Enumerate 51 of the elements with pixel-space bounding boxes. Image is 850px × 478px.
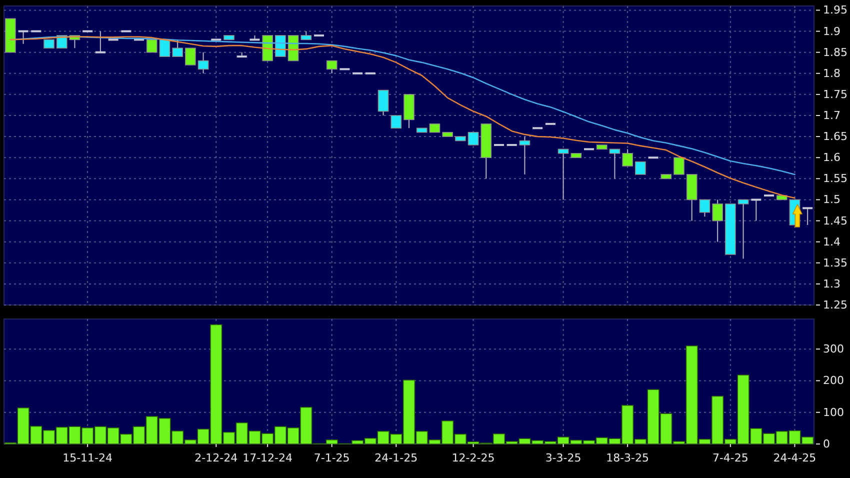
candlestick [378,90,389,116]
candlestick [172,39,183,58]
candlestick [95,30,106,54]
x-tick-label: 3-3-25 [545,452,582,464]
y-tick-label: 1.35 [823,256,848,270]
candlestick [609,148,620,180]
y-tick-label: 1.8 [823,66,840,80]
y-tick-label: 1.95 [823,4,848,17]
y-tick-label: 1.85 [823,46,848,59]
candlestick [674,157,684,175]
candlestick [699,199,710,218]
x-tick-label: 7-4-25 [712,452,748,464]
y-tick-label: 100 [823,406,844,419]
y-tick-label: 1.65 [823,130,848,144]
y-tick-label: 1.45 [823,214,848,228]
y-tick-label: 300 [823,342,844,356]
y-tick-label: 1.55 [823,172,848,186]
candlestick [326,60,338,74]
x-tick-label: 12-2-25 [452,452,495,464]
candlestick [738,199,749,260]
y-tick-label: 1.75 [823,88,848,101]
y-tick-label: 1.25 [823,298,848,312]
candlestick [558,148,569,200]
candlestick [751,198,762,222]
y-tick-label: 1.6 [823,151,840,164]
y-tick-label: 1.5 [823,193,840,206]
y-tick-label: 0 [823,438,830,450]
x-tick-label: 24-4-25 [773,452,816,464]
x-tick-label: 18-3-25 [606,452,650,464]
candlestick [635,161,646,175]
candlestick [519,136,530,175]
x-tick-label: 15-11-24 [62,452,113,464]
candlestick [198,52,209,74]
candlestick [146,39,158,53]
y-tick-label: 1.9 [823,24,840,38]
y-tick-label: 1.4 [823,235,840,248]
y-tick-label: 1.3 [823,277,840,290]
candlestick [802,207,813,226]
candlestick [185,48,196,66]
x-tick-label: 7-1-25 [314,452,350,464]
candlestick [468,132,479,146]
candlestick [712,199,723,242]
x-tick-label: 24-1-25 [374,452,418,464]
candlestick [159,39,170,57]
candlestick [390,115,402,129]
candlestick [622,148,633,167]
y-tick-label: 200 [823,374,844,388]
candlestick [18,30,28,44]
y-tick-label: 1.7 [823,108,840,122]
x-tick-label: 17-12-24 [242,452,293,464]
x-tick-label: 2-12-24 [194,452,238,464]
